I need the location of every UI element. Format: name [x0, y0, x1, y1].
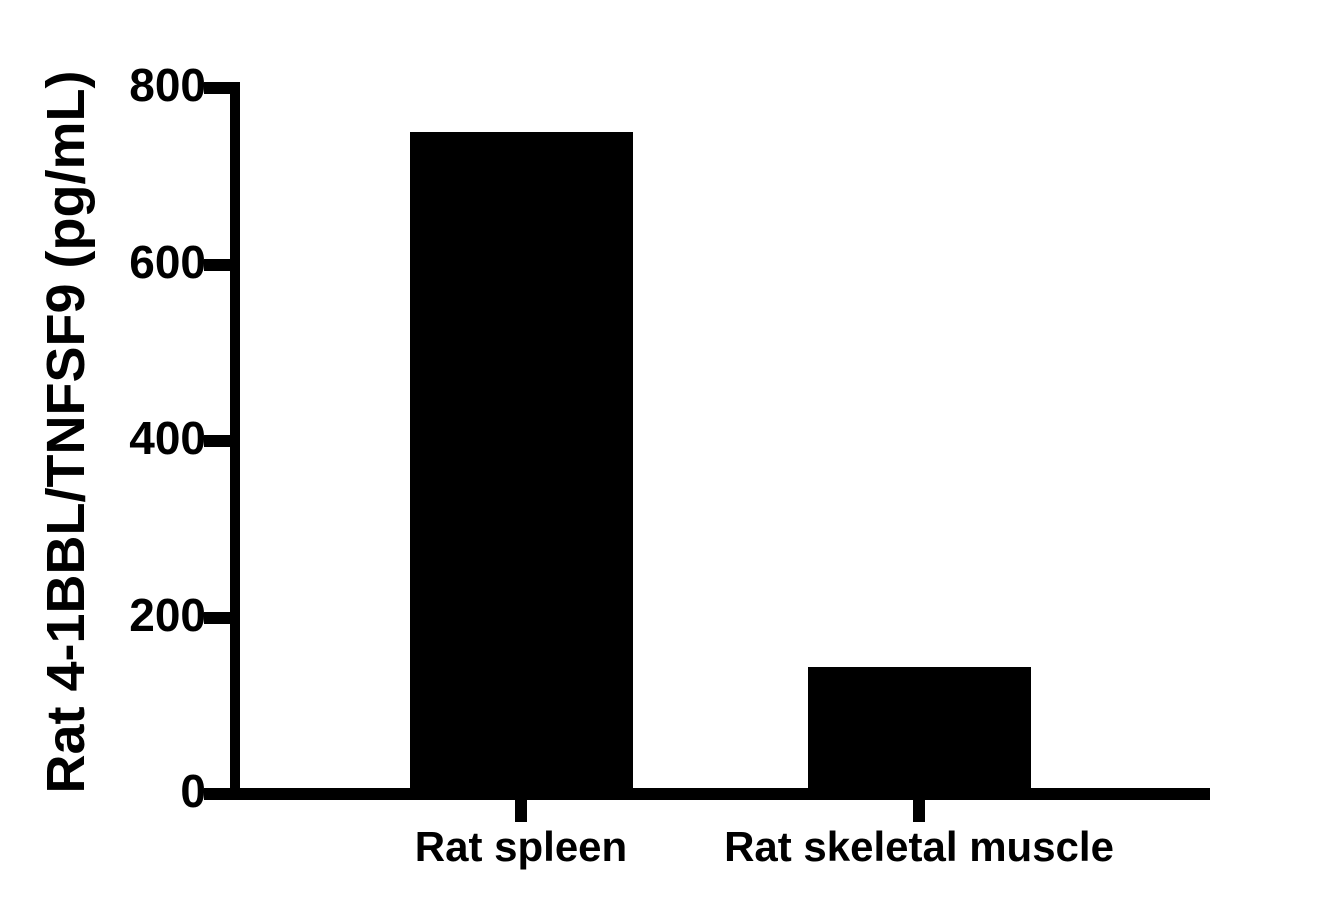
y-tick-mark: [204, 82, 230, 94]
bar: [409, 132, 633, 800]
y-tick-mark: [204, 788, 230, 800]
x-tick-mark: [913, 800, 925, 822]
y-tick-label: 200: [129, 588, 206, 641]
x-category-label: Rat skeletal muscle: [724, 823, 1114, 870]
x-tick-mark: [515, 800, 527, 822]
y-tick-label: 800: [129, 59, 206, 111]
y-tick-mark: [204, 435, 230, 447]
y-tick-label: 0: [180, 765, 206, 817]
y-tick-mark: [204, 611, 230, 624]
y-axis-line: [230, 82, 240, 800]
y-tick-mark: [204, 258, 230, 271]
y-tick-label: 400: [129, 412, 206, 464]
y-tick-label: 600: [129, 235, 206, 288]
x-axis-line: [230, 788, 1210, 800]
bar: [807, 666, 1031, 800]
x-category-label: Rat spleen: [414, 823, 628, 870]
